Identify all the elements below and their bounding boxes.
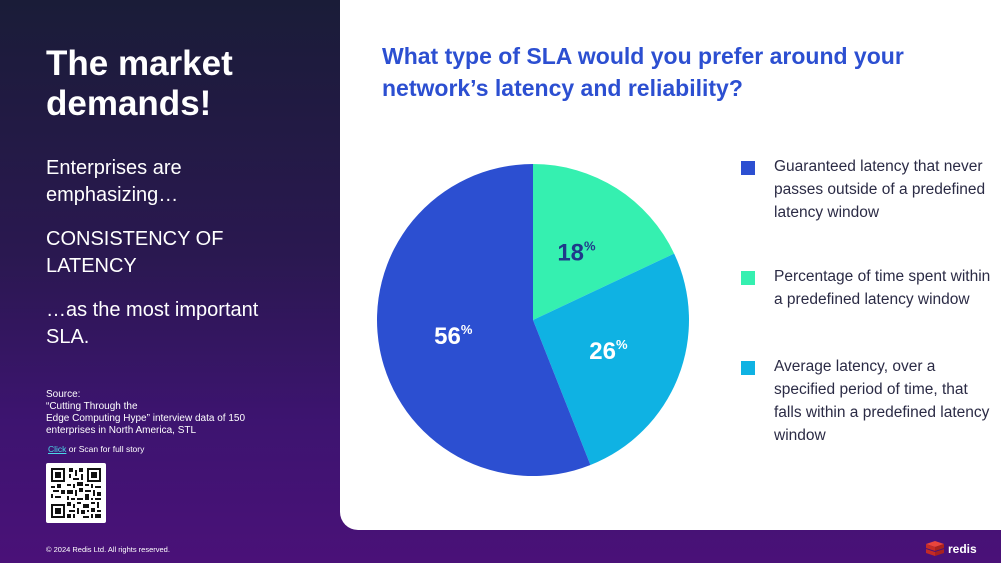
pie-chart: 18%26%56% bbox=[376, 164, 689, 476]
brand-name: redis bbox=[948, 542, 977, 556]
slice-value-unit: % bbox=[616, 337, 628, 352]
source-line: “Cutting Through the bbox=[46, 401, 138, 412]
chart-title: What type of SLA would you prefer around… bbox=[382, 43, 904, 101]
pie-slice bbox=[533, 253, 689, 466]
source-line: Source: bbox=[46, 389, 81, 400]
full-story-link-row: Click or Scan for full story bbox=[48, 444, 144, 454]
qr-code[interactable] bbox=[46, 463, 106, 523]
legend-label: Guaranteed latency that never passes out… bbox=[774, 158, 986, 221]
source-line: Edge Computing Hype” interview data of 1… bbox=[46, 413, 246, 424]
legend-swatch bbox=[741, 361, 755, 375]
source-line: enterprises in North America, STL bbox=[46, 425, 197, 436]
copyright: © 2024 Redis Ltd. All rights reserved. bbox=[46, 545, 170, 554]
outro-text: …as the most important SLA. bbox=[46, 299, 259, 348]
slice-value-unit: % bbox=[584, 239, 596, 254]
legend-label: Percentage of time spent within a predef… bbox=[774, 268, 991, 308]
headline: The market demands! bbox=[46, 44, 233, 123]
legend-label: Average latency, over a specified period… bbox=[774, 358, 990, 444]
qr-code-icon bbox=[51, 468, 101, 518]
left-panel: The market demands! Enterprises are emph… bbox=[0, 0, 340, 530]
source-note: Source: “Cutting Through the Edge Comput… bbox=[46, 389, 296, 437]
intro-text: Enterprises are emphasizing… bbox=[46, 157, 182, 206]
emphasis-text: CONSISTENCY OF LATENCY bbox=[46, 228, 224, 277]
chart-card: What type of SLA would you prefer around… bbox=[340, 0, 1001, 530]
pie-slice bbox=[376, 164, 591, 476]
legend-swatch bbox=[741, 271, 755, 285]
legend-swatch bbox=[741, 161, 755, 175]
scan-hint: or Scan for full story bbox=[66, 444, 145, 454]
click-link[interactable]: Click bbox=[48, 444, 67, 454]
slice-value-unit: % bbox=[461, 322, 473, 337]
redis-logo-icon bbox=[926, 541, 944, 556]
pie-slice bbox=[533, 164, 675, 320]
